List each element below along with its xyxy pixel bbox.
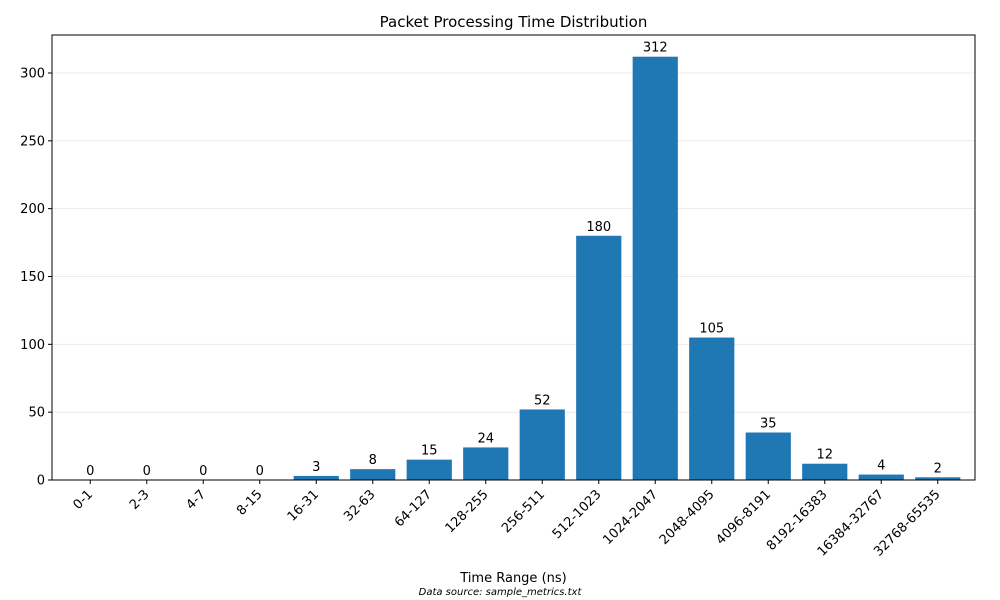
bar-value-label: 2 bbox=[934, 461, 942, 476]
x-tick-label: 32-63 bbox=[341, 487, 378, 524]
bar-value-label: 12 bbox=[816, 448, 833, 463]
bar bbox=[406, 459, 452, 480]
bar bbox=[858, 474, 904, 480]
bar bbox=[350, 469, 396, 480]
x-tick-label: 0-1 bbox=[70, 487, 96, 513]
x-tick-label: 2-3 bbox=[127, 487, 153, 513]
x-tick-label: 4096-8191 bbox=[713, 487, 774, 548]
bar-layer bbox=[293, 56, 961, 481]
x-axis-label: Time Range (ns) bbox=[459, 571, 566, 586]
x-tick-label: 64-127 bbox=[392, 487, 435, 530]
bar bbox=[689, 337, 735, 480]
bar-value-label: 0 bbox=[86, 464, 94, 479]
y-tick-label: 200 bbox=[20, 202, 45, 217]
bar-value-label: 0 bbox=[199, 464, 207, 479]
data-source-footnote: Data source: sample_metrics.txt bbox=[419, 587, 583, 598]
bar-value-label: 15 bbox=[421, 444, 438, 459]
bar-value-label: 35 bbox=[760, 417, 777, 432]
bar-value-label: 24 bbox=[477, 431, 494, 446]
y-tick-label: 50 bbox=[28, 406, 45, 421]
bar bbox=[463, 447, 509, 480]
bar-value-label: 8 bbox=[369, 453, 377, 468]
x-tick-label: 128-255 bbox=[443, 487, 492, 536]
bar-value-label: 0 bbox=[143, 464, 151, 479]
bar-value-label: 105 bbox=[699, 322, 724, 337]
x-tick-label: 1024-2047 bbox=[600, 487, 661, 548]
y-tick-label: 250 bbox=[20, 134, 45, 149]
bar bbox=[576, 235, 622, 480]
bar-value-label: 312 bbox=[643, 41, 668, 56]
y-tick-label: 100 bbox=[20, 338, 45, 353]
grid-layer bbox=[52, 72, 975, 413]
plot-frame bbox=[51, 34, 976, 481]
y-tick-label: 0 bbox=[37, 474, 45, 489]
x-tick-label: 4-7 bbox=[183, 487, 209, 513]
bar bbox=[745, 432, 791, 480]
bar bbox=[293, 475, 339, 480]
bar-value-label: 3 bbox=[312, 460, 320, 475]
x-tick-label: 8-15 bbox=[234, 487, 265, 518]
bar-value-label: 4 bbox=[877, 459, 885, 474]
bar bbox=[915, 477, 961, 480]
x-tick-label: 512-1023 bbox=[550, 487, 605, 542]
bar-value-label: 0 bbox=[256, 464, 264, 479]
label-layer: 0 0 0 0 3 8 15 24 52 180 312 105 35 12 4 2 bbox=[86, 41, 942, 479]
bar bbox=[519, 409, 565, 480]
bar bbox=[802, 463, 848, 480]
bar bbox=[632, 56, 678, 481]
chart-title: Packet Processing Time Distribution bbox=[380, 13, 648, 31]
bar-value-label: 52 bbox=[534, 393, 551, 408]
x-tick-label: 256-511 bbox=[499, 487, 548, 536]
x-tick-label: 2048-4095 bbox=[657, 487, 718, 548]
x-tick-label: 16-31 bbox=[285, 487, 322, 524]
y-tick-label: 300 bbox=[20, 66, 45, 81]
bar-value-label: 180 bbox=[586, 220, 611, 235]
y-tick-label: 150 bbox=[20, 270, 45, 285]
